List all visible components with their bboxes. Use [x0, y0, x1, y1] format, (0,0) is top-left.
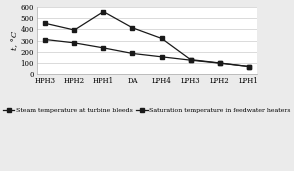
Steam temperature at turbine bleeds: [131, 27, 134, 29]
Saturation temperature in feedwater heaters: [218, 62, 221, 64]
Legend: Steam temperature at turbine bleeds, Saturation temperature in feedwater heaters: Steam temperature at turbine bleeds, Sat…: [1, 105, 293, 116]
Steam temperature at turbine bleeds: [247, 65, 250, 68]
Saturation temperature in feedwater heaters: [73, 42, 76, 44]
Saturation temperature in feedwater heaters: [102, 47, 105, 49]
Steam temperature at turbine bleeds: [44, 22, 47, 24]
Y-axis label: t, °C: t, °C: [11, 31, 19, 50]
Steam temperature at turbine bleeds: [73, 29, 76, 31]
Steam temperature at turbine bleeds: [218, 62, 221, 64]
Saturation temperature in feedwater heaters: [247, 65, 250, 68]
Saturation temperature in feedwater heaters: [44, 38, 47, 41]
Line: Saturation temperature in feedwater heaters: Saturation temperature in feedwater heat…: [44, 38, 250, 68]
Saturation temperature in feedwater heaters: [160, 56, 163, 58]
Steam temperature at turbine bleeds: [102, 11, 105, 13]
Steam temperature at turbine bleeds: [160, 37, 163, 40]
Saturation temperature in feedwater heaters: [131, 52, 134, 55]
Line: Steam temperature at turbine bleeds: Steam temperature at turbine bleeds: [44, 10, 250, 68]
Steam temperature at turbine bleeds: [189, 58, 192, 61]
Saturation temperature in feedwater heaters: [189, 59, 192, 61]
